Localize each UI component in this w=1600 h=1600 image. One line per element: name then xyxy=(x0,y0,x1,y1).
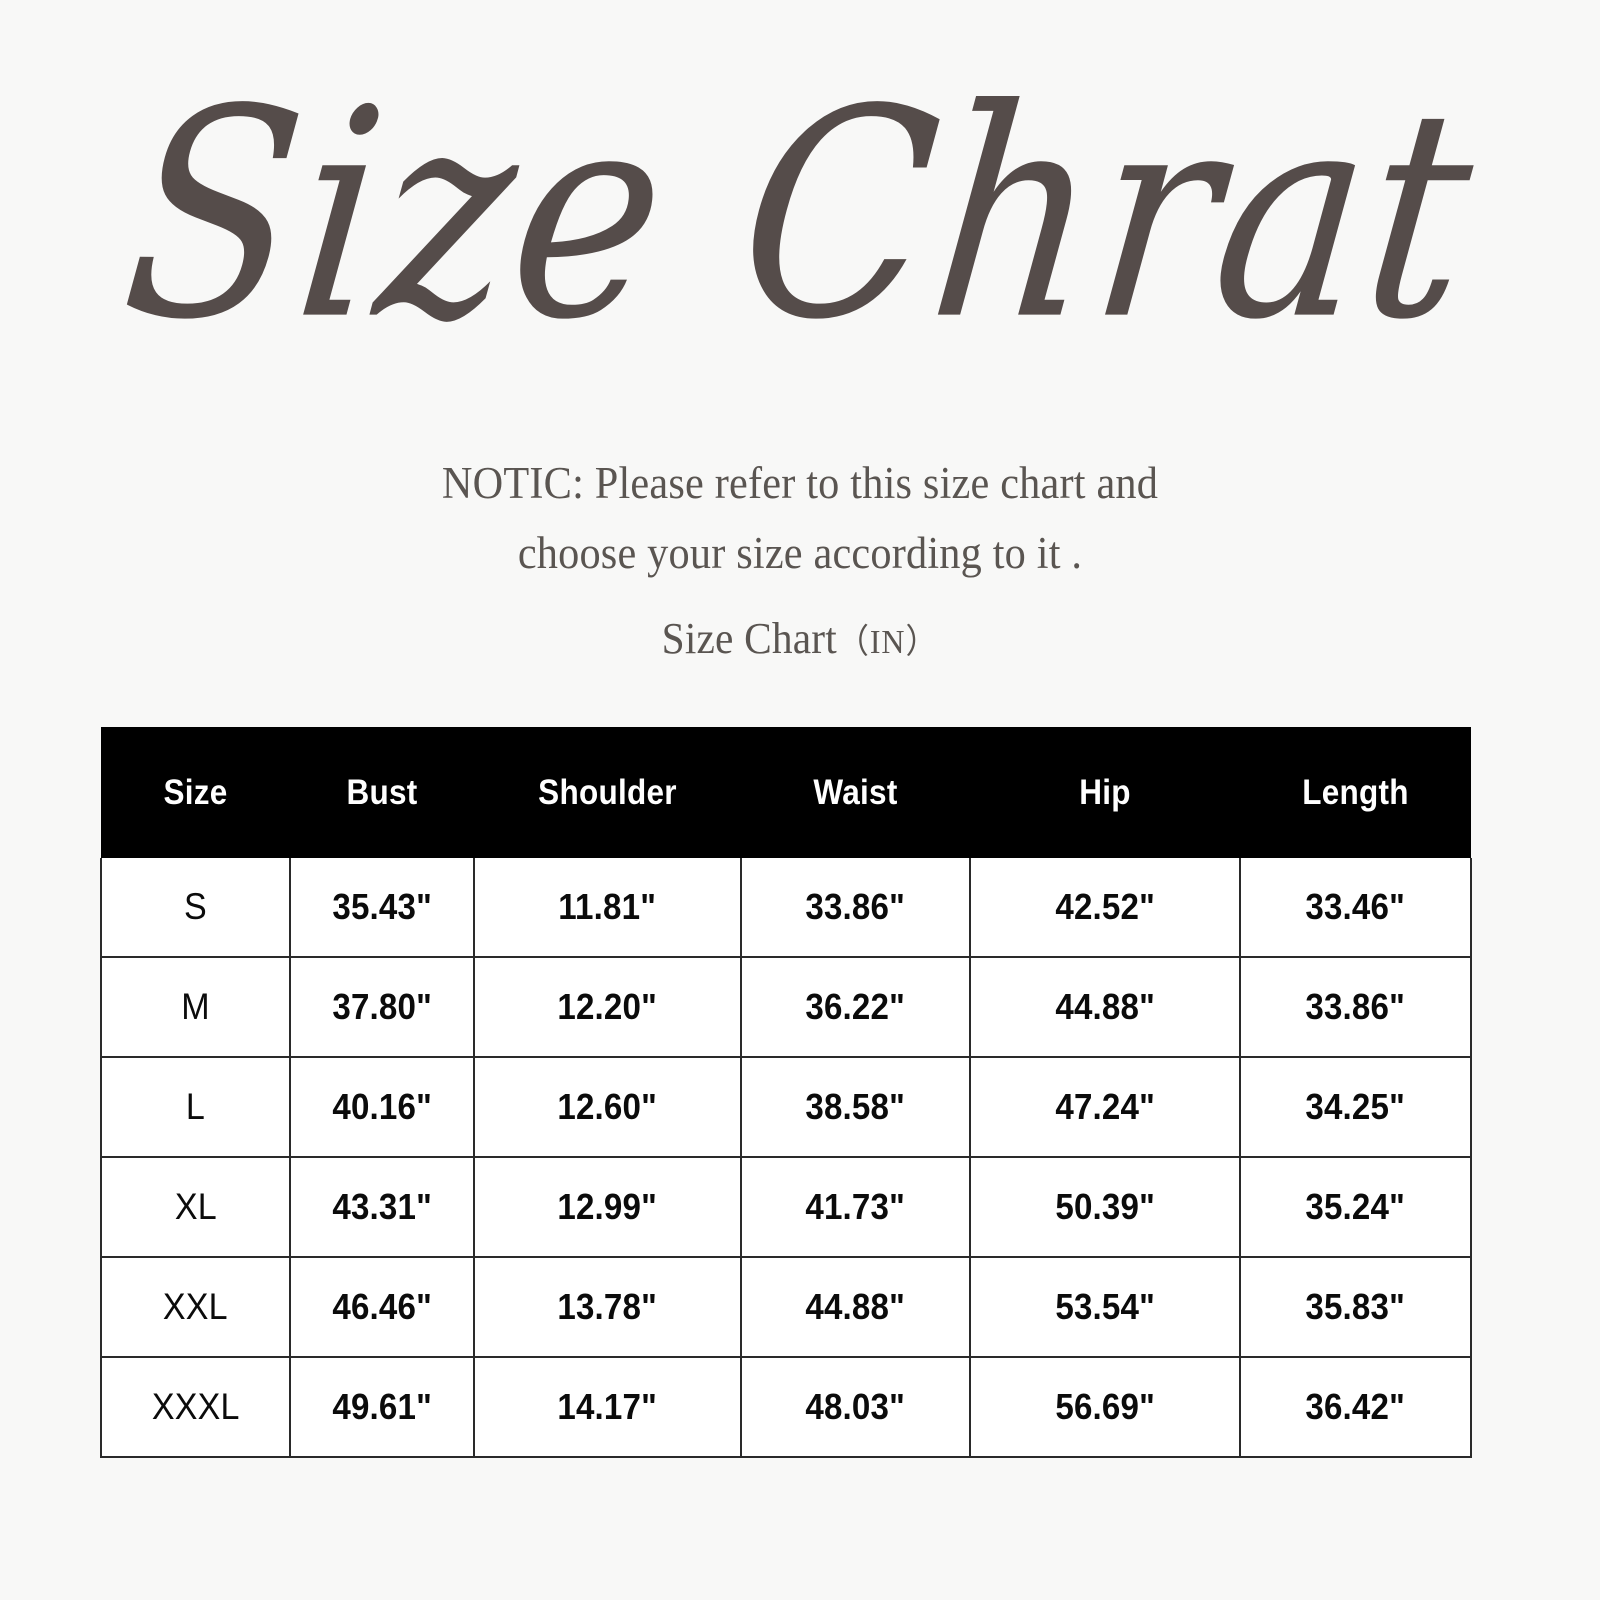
cell-text: S xyxy=(184,886,207,927)
cell-length: 36.42" xyxy=(1239,1356,1472,1458)
cell-text: 53.54" xyxy=(1055,1286,1155,1327)
size-chart-label: Size Chart xyxy=(661,614,837,663)
table-row: XL 43.31" 12.99" 41.73" 50.39" 35.24" xyxy=(100,1156,1472,1258)
cell-hip: 56.69" xyxy=(969,1356,1241,1458)
cell-text: 41.73" xyxy=(805,1186,906,1227)
cell-hip: 44.88" xyxy=(969,956,1241,1058)
cell-shoulder: 11.81" xyxy=(473,858,742,958)
cell-text: 48.03" xyxy=(805,1386,906,1427)
cell-length: 35.83" xyxy=(1239,1256,1472,1358)
cell-text: 49.61" xyxy=(332,1386,432,1427)
cell-text: 46.46" xyxy=(332,1286,432,1327)
size-chart-unit: （IN） xyxy=(836,624,939,661)
column-header-hip: Hip xyxy=(1079,772,1131,812)
cell-text: 35.83" xyxy=(1305,1286,1406,1327)
cell-size: XXL xyxy=(100,1256,291,1358)
cell-text: 14.17" xyxy=(557,1386,658,1427)
cell-length: 35.24" xyxy=(1239,1156,1472,1258)
cell-size: XL xyxy=(100,1156,291,1258)
cell-waist: 41.73" xyxy=(740,1156,971,1258)
table-row: XXL 46.46" 13.78" 44.88" 53.54" 35.83" xyxy=(100,1256,1472,1358)
cell-shoulder: 12.99" xyxy=(473,1156,742,1258)
notice-line-2: choose your size according to it . xyxy=(517,528,1083,578)
column-header-size: Size xyxy=(163,772,228,812)
cell-waist: 33.86" xyxy=(740,858,971,958)
cell-size: S xyxy=(100,858,291,958)
notice-line-1: NOTIC: Please refer to this size chart a… xyxy=(441,458,1159,508)
cell-text: 33.86" xyxy=(1305,986,1406,1027)
table-body: S 35.43" 11.81" 33.86" 42.52" 33.46" M 3… xyxy=(100,858,1472,1458)
cell-text: 42.52" xyxy=(1055,886,1155,927)
column-header-waist: Waist xyxy=(813,772,898,812)
table-header: Size Bust Shoulder Waist Hip Length xyxy=(101,727,1471,858)
cell-hip: 42.52" xyxy=(969,858,1241,958)
cell-text: 38.58" xyxy=(805,1086,906,1127)
cell-hip: 53.54" xyxy=(969,1256,1241,1358)
title-container: Size Chrat xyxy=(0,49,1600,383)
column-header-length: Length xyxy=(1302,772,1409,812)
cell-text: XXL xyxy=(163,1286,228,1327)
cell-text: 33.46" xyxy=(1305,886,1406,927)
cell-waist: 44.88" xyxy=(740,1256,971,1358)
cell-bust: 37.80" xyxy=(289,956,475,1058)
cell-text: 36.22" xyxy=(805,986,906,1027)
cell-bust: 49.61" xyxy=(289,1356,475,1458)
table-header-row: Size Bust Shoulder Waist Hip Length xyxy=(101,727,1471,858)
cell-shoulder: 12.60" xyxy=(473,1056,742,1158)
cell-text: 50.39" xyxy=(1055,1186,1155,1227)
cell-length: 33.86" xyxy=(1239,956,1472,1058)
cell-text: XXXL xyxy=(151,1386,240,1427)
cell-text: 13.78" xyxy=(557,1286,658,1327)
cell-text: 35.43" xyxy=(332,886,432,927)
column-header-shoulder: Shoulder xyxy=(538,772,677,812)
cell-text: 37.80" xyxy=(332,986,432,1027)
cell-hip: 47.24" xyxy=(969,1056,1241,1158)
cell-text: 36.42" xyxy=(1305,1386,1406,1427)
cell-waist: 38.58" xyxy=(740,1056,971,1158)
page-title: Size Chrat xyxy=(111,48,1489,384)
cell-length: 33.46" xyxy=(1239,858,1472,958)
cell-length: 34.25" xyxy=(1239,1056,1472,1158)
table-row: L 40.16" 12.60" 38.58" 47.24" 34.25" xyxy=(100,1056,1472,1158)
cell-text: L xyxy=(185,1086,206,1127)
cell-text: 43.31" xyxy=(332,1186,432,1227)
cell-text: 47.24" xyxy=(1055,1086,1155,1127)
cell-size: M xyxy=(100,956,291,1058)
table-row: M 37.80" 12.20" 36.22" 44.88" 33.86" xyxy=(100,956,1472,1058)
cell-text: 34.25" xyxy=(1305,1086,1406,1127)
cell-text: 12.20" xyxy=(557,986,658,1027)
cell-size: XXXL xyxy=(100,1356,291,1458)
cell-bust: 43.31" xyxy=(289,1156,475,1258)
cell-bust: 46.46" xyxy=(289,1256,475,1358)
table-row: XXXL 49.61" 14.17" 48.03" 56.69" 36.42" xyxy=(100,1356,1472,1458)
cell-text: 40.16" xyxy=(332,1086,432,1127)
table-row: S 35.43" 11.81" 33.86" 42.52" 33.46" xyxy=(100,858,1472,958)
cell-bust: 35.43" xyxy=(289,858,475,958)
notice-block: NOTIC: Please refer to this size chart a… xyxy=(0,448,1600,678)
size-table: Size Bust Shoulder Waist Hip Length S 35… xyxy=(100,727,1472,1458)
cell-waist: 36.22" xyxy=(740,956,971,1058)
cell-text: 44.88" xyxy=(1055,986,1155,1027)
cell-bust: 40.16" xyxy=(289,1056,475,1158)
cell-text: 11.81" xyxy=(558,886,657,927)
cell-text: 56.69" xyxy=(1055,1386,1155,1427)
cell-shoulder: 14.17" xyxy=(473,1356,742,1458)
cell-hip: 50.39" xyxy=(969,1156,1241,1258)
cell-text: XL xyxy=(174,1186,217,1227)
cell-text: 33.86" xyxy=(805,886,906,927)
cell-shoulder: 13.78" xyxy=(473,1256,742,1358)
cell-shoulder: 12.20" xyxy=(473,956,742,1058)
cell-text: 12.60" xyxy=(557,1086,658,1127)
cell-waist: 48.03" xyxy=(740,1356,971,1458)
cell-text: 12.99" xyxy=(557,1186,658,1227)
notice-line-3: Size Chart（IN） xyxy=(48,604,1552,678)
column-header-bust: Bust xyxy=(346,772,418,812)
size-table-container: Size Bust Shoulder Waist Hip Length S 35… xyxy=(100,727,1472,1458)
cell-text: 35.24" xyxy=(1305,1186,1406,1227)
cell-size: L xyxy=(100,1056,291,1158)
cell-text: M xyxy=(181,986,210,1027)
cell-text: 44.88" xyxy=(805,1286,906,1327)
